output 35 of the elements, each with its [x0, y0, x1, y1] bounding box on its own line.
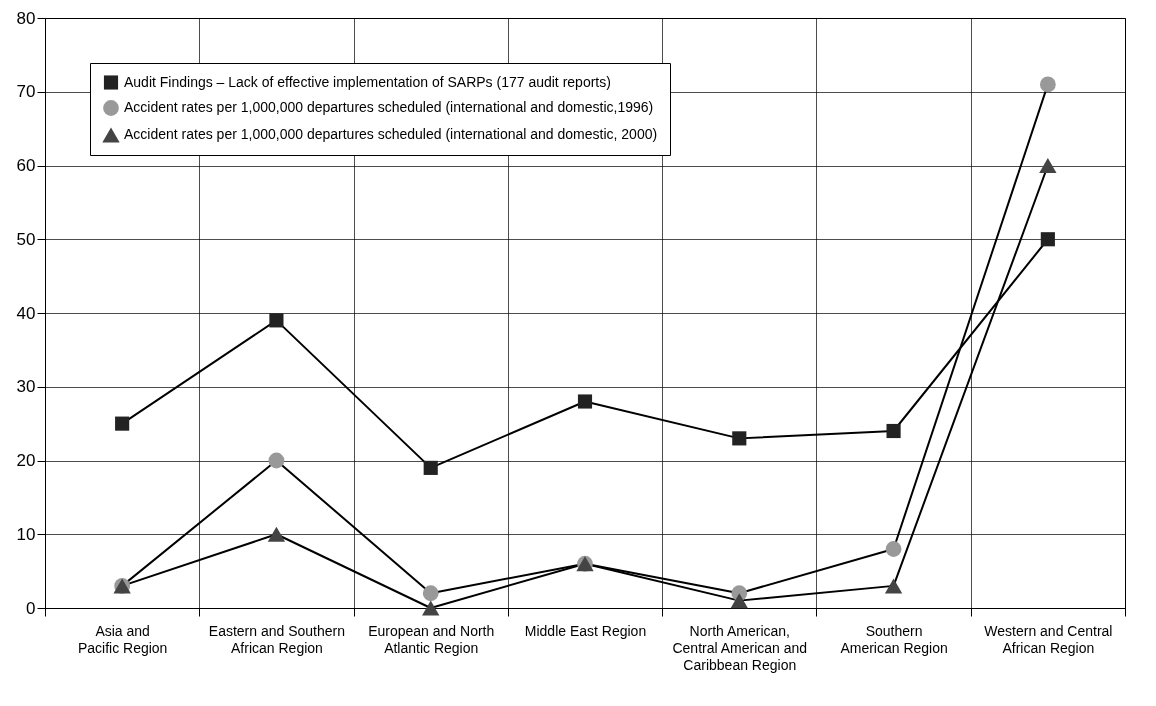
y-tick-label: 30 — [16, 377, 36, 397]
point — [423, 460, 438, 475]
point — [732, 431, 747, 446]
x-tick-label: European and North Atlantic Region — [368, 622, 495, 656]
point — [886, 423, 901, 439]
point — [115, 416, 130, 431]
point — [884, 578, 903, 594]
y-tick-label: 20 — [16, 451, 36, 470]
point — [422, 600, 440, 616]
point — [422, 585, 439, 602]
legend-label: Accident rates per 1,000,000 departures scheduled (international and domestic, 2000) — [124, 126, 658, 142]
point — [577, 394, 593, 409]
y-tick-label: 10 — [16, 524, 36, 544]
y-tick-label: 0 — [26, 598, 36, 618]
point — [1039, 158, 1057, 173]
point — [1040, 232, 1055, 247]
point — [268, 452, 285, 469]
legend-label: Accident rates per 1,000,000 departures scheduled (international and domestic,1996) — [124, 99, 654, 115]
x-tick-label: Middle East Region — [524, 622, 647, 639]
point — [730, 593, 748, 609]
x-tick-label: North American, Central American and Caribbean Region — [672, 622, 808, 673]
y-tick-label: 70 — [16, 82, 36, 102]
x-tick-label: Southern American Region — [840, 622, 948, 656]
point — [885, 541, 902, 557]
point — [267, 526, 286, 542]
x-tick-label: Eastern and Southern African Region — [208, 622, 346, 656]
legend-label: Audit Findings – Lack of effective implementation of SARPs (177 audit reports) — [124, 73, 611, 90]
point — [269, 313, 284, 328]
y-tick-label: 80 — [16, 8, 36, 28]
x-tick-label: Asia and Pacific Region — [77, 622, 168, 656]
x-tick-label: Western and Central African Region — [984, 622, 1113, 656]
y-tick-label: 50 — [16, 229, 36, 249]
point — [1039, 76, 1056, 93]
y-tick-label: 40 — [16, 303, 36, 323]
y-tick-label: 60 — [16, 156, 36, 175]
